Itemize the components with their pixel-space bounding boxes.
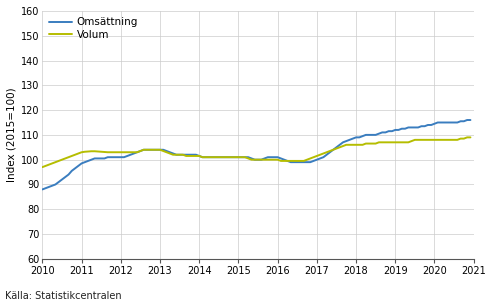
Volum <box>467 136 473 139</box>
Volum <box>464 136 470 139</box>
Line: Omsättning: Omsättning <box>42 120 470 189</box>
Volum <box>383 140 388 144</box>
Omsättning <box>383 131 388 134</box>
Omsättning <box>386 129 391 133</box>
Line: Volum: Volum <box>42 137 470 167</box>
Volum <box>75 152 81 155</box>
Omsättning <box>183 153 189 157</box>
Volum <box>183 154 189 158</box>
Legend: Omsättning, Volum: Omsättning, Volum <box>45 14 141 43</box>
Omsättning <box>170 152 176 155</box>
Y-axis label: Index (2015=100): Index (2015=100) <box>7 88 17 182</box>
Omsättning <box>75 164 81 168</box>
Text: Källa: Statistikcentralen: Källa: Statistikcentralen <box>5 291 122 301</box>
Omsättning <box>39 188 45 191</box>
Omsättning <box>467 118 473 122</box>
Volum <box>39 165 45 169</box>
Volum <box>92 150 98 153</box>
Omsättning <box>92 157 98 160</box>
Volum <box>170 153 176 157</box>
Omsättning <box>464 118 470 122</box>
Volum <box>386 140 391 144</box>
